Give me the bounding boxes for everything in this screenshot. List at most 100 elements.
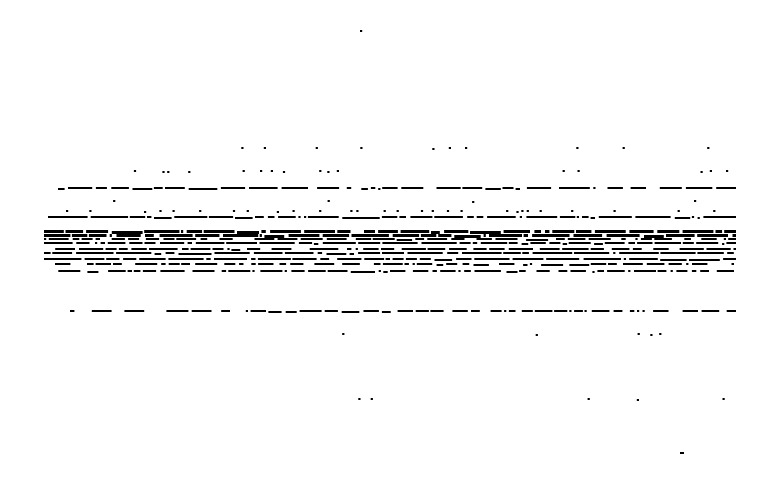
dot-mark: [549, 242, 561, 244]
dot-mark: [392, 234, 420, 237]
dot-mark: [635, 238, 638, 240]
dot-mark: [569, 264, 590, 266]
dot-mark: [635, 216, 671, 218]
dot-mark: [127, 270, 132, 272]
dot-mark: [314, 263, 335, 265]
dot-mark: [473, 248, 487, 250]
dot-mark: [44, 252, 51, 254]
dot-mark: [709, 170, 712, 172]
dot-mark: [716, 187, 736, 189]
dot-mark: [644, 235, 664, 238]
dot-mark: [495, 238, 518, 240]
dot-mark: [292, 210, 295, 212]
dot-mark: [680, 452, 684, 454]
dot-mark: [252, 270, 255, 272]
dot-mark: [677, 210, 680, 212]
dot-mark: [163, 238, 175, 240]
dot-mark: [562, 170, 565, 172]
dot-mark: [722, 398, 725, 400]
dot-mark: [530, 242, 546, 244]
dot-mark: [145, 238, 160, 240]
dot-mark: [190, 248, 211, 250]
dot-mark: [214, 252, 250, 254]
dot-mark: [249, 187, 278, 189]
dot-mark: [108, 270, 126, 272]
dot-mark: [381, 248, 395, 250]
dot-mark: [449, 248, 467, 250]
dot-mark: [456, 258, 472, 260]
dot-mark: [153, 187, 163, 189]
dot-mark: [327, 270, 348, 272]
dot-mark: [694, 200, 697, 202]
dot-mark: [691, 216, 695, 218]
dot-mark: [407, 252, 443, 254]
dot-mark: [87, 271, 99, 273]
dot-mark: [674, 217, 691, 219]
dot-mark: [415, 310, 429, 312]
dot-mark: [628, 270, 631, 272]
dot-mark: [659, 333, 662, 335]
dot-mark: [670, 270, 673, 272]
dot-mark: [221, 310, 230, 312]
dot-mark: [239, 263, 244, 265]
dot-mark: [277, 238, 298, 240]
dot-mark: [360, 30, 363, 32]
dot-mark: [220, 187, 246, 189]
dot-mark: [378, 188, 381, 190]
dot-mark: [160, 242, 185, 244]
dot-mark: [168, 258, 204, 260]
dot-mark: [159, 210, 162, 212]
dot-mark: [44, 258, 82, 260]
dot-mark: [326, 253, 347, 255]
dot-mark: [363, 248, 379, 250]
dot-mark: [682, 230, 714, 233]
dot-mark: [465, 147, 468, 149]
dot-mark: [657, 230, 680, 233]
dot-mark: [326, 238, 347, 240]
dot-mark: [324, 310, 338, 312]
dot-mark: [474, 270, 501, 272]
dot-mark: [516, 211, 519, 213]
dot-mark: [188, 171, 191, 173]
dot-mark: [159, 234, 193, 237]
dot-mark: [109, 234, 112, 237]
dot-mark: [598, 216, 632, 218]
dot-mark: [95, 242, 98, 244]
dot-mark: [713, 210, 716, 212]
dot-mark: [385, 258, 390, 260]
dot-mark: [489, 234, 522, 237]
dot-mark: [176, 238, 197, 240]
dot-mark: [188, 188, 218, 190]
dot-mark: [623, 258, 626, 260]
dot-mark: [637, 242, 653, 244]
dot-mark: [508, 248, 533, 250]
dot-mark: [462, 263, 470, 265]
dot-mark: [476, 216, 484, 218]
dot-mark: [515, 188, 520, 190]
dot-mark: [199, 210, 202, 212]
dot-mark: [319, 170, 322, 172]
dot-mark: [346, 187, 352, 189]
dot-mark: [118, 248, 128, 250]
dot-mark: [716, 270, 734, 272]
dot-mark: [521, 243, 529, 245]
dot-mark: [701, 238, 717, 240]
dot-mark: [697, 252, 724, 254]
dot-mark: [228, 270, 251, 272]
dot-mark: [105, 248, 117, 250]
dot-mark: [308, 270, 326, 272]
dot-mark: [584, 310, 587, 312]
dot-mark: [72, 238, 80, 240]
dot-mark: [526, 210, 529, 212]
dot-mark: [317, 187, 340, 189]
dot-mark: [364, 258, 385, 260]
dot-mark: [594, 243, 603, 245]
dot-mark: [567, 238, 586, 240]
dot-mark: [539, 210, 542, 212]
dot-mark: [546, 258, 580, 260]
dot-mark: [629, 230, 654, 233]
dot-mark: [576, 216, 579, 218]
dot-mark: [327, 171, 330, 173]
dot-mark: [485, 188, 501, 190]
dot-mark: [255, 216, 264, 218]
